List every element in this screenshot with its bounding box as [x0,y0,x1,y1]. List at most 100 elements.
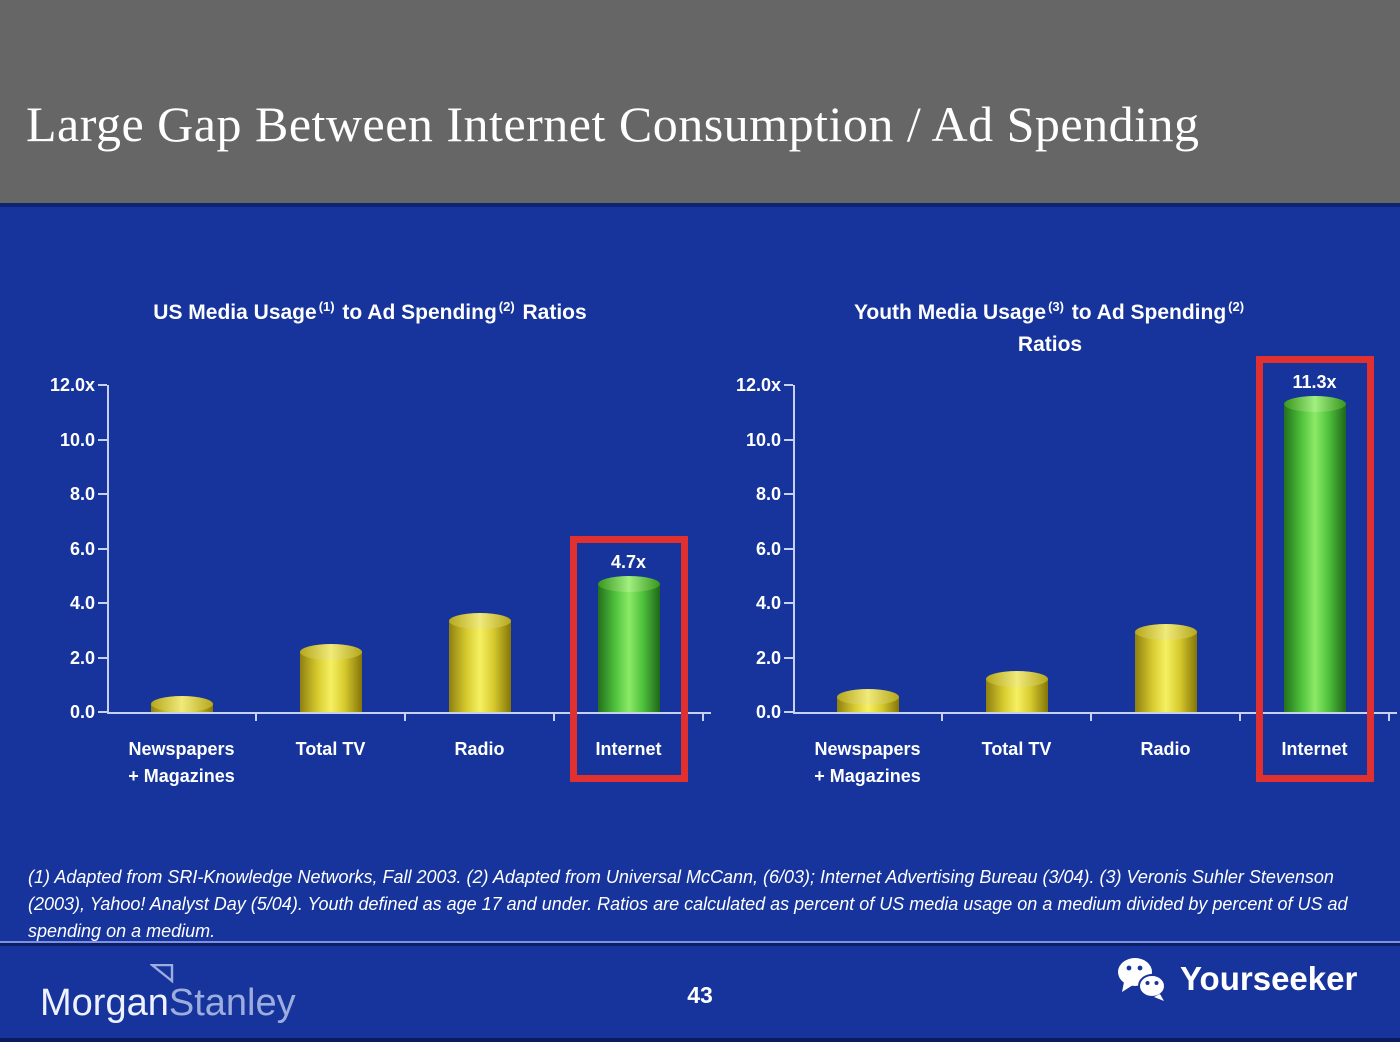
y-tick [98,656,107,659]
x-axis [107,712,711,714]
bar-top-cap [1283,396,1346,412]
y-tick [98,547,107,550]
y-tick [784,602,793,604]
footer-separator-shadow [0,943,1400,946]
page-number: 43 [687,982,713,1008]
yourseeker-logo: Yourseeker [1114,956,1357,1002]
category-label-line: Total TV [981,739,1052,759]
bar-radio [448,613,511,712]
category-label: Radio [1081,736,1251,763]
x-tick [255,714,257,721]
slide-title: Large Gap Between Internet Consumption /… [26,96,1200,152]
y-tick-label: 10.0 [745,429,781,450]
yourseeker-label: Yourseeker [1180,960,1358,997]
y-tick [98,384,107,386]
category-label-line: Newspapers [128,739,235,759]
bar-internet [1283,396,1346,712]
logo-stanley: Stanley [168,982,296,1024]
footnote-ref: (1) [318,299,335,314]
y-tick-label: 2.0 [755,647,781,668]
chart-title-youth-media: Youth Media Usage (3) to Ad Spending (2) R… [740,294,1360,358]
y-tick [98,438,107,441]
bar-radio [1134,624,1197,712]
y-tick-label: 8.0 [69,484,95,504]
x-axis [793,712,1397,714]
bar-top-cap [836,689,899,705]
bar-top-cap [597,576,660,592]
y-tick-label: 0.0 [69,702,95,722]
y-tick [784,384,793,386]
logo-morgan: Morgan [40,982,169,1024]
y-tick-label: 8.0 [755,484,781,504]
title-line2: Ratios [1017,333,1083,356]
bottom-edge [0,1038,1400,1042]
y-tick [98,602,107,604]
y-tick-label: 10.0 [59,429,95,450]
category-label-line: Total TV [295,739,366,759]
y-tick [784,547,793,550]
highlight-box [1255,356,1374,782]
x-tick [553,714,555,721]
bar-top-cap [985,671,1048,687]
x-tick [702,714,704,721]
y-tick [784,493,793,495]
morgan-stanley-logo: MorganStanley [40,982,296,1025]
footer-separator [0,941,1400,943]
category-label-line: + Magazines [814,766,921,786]
header-divider [0,203,1400,207]
bar-total-tv [985,671,1048,712]
category-label: Radio [395,736,565,763]
bar-internet [597,576,660,712]
y-tick-label: 12.0x [735,375,781,395]
title-segment: to Ad Spending [336,301,497,324]
footnote-ref: (2) [1228,299,1245,314]
header-band [0,0,1400,203]
y-tick-label: 6.0 [69,538,95,559]
y-axis [107,385,109,714]
bar-newspapers-magazines [836,689,899,712]
x-tick [404,714,406,721]
category-label: Internet [544,736,714,763]
category-label: Total TV [246,736,416,763]
footnote-ref: (3) [1048,299,1064,314]
title-segment: Youth Media Usage [853,301,1047,324]
y-tick-label: 6.0 [755,538,781,559]
y-tick-label: 12.0x [49,375,95,395]
title-segment: to Ad Spending [1065,301,1227,324]
y-tick [784,656,793,659]
bar-value-label: 4.7x [610,552,647,572]
y-tick-label: 4.0 [69,593,95,613]
category-label-line: Internet [595,739,662,759]
footnote: (1) Adapted from SRI-Knowledge Networks,… [28,867,1348,941]
title-segment: US Media Usage [153,301,317,324]
y-tick [98,711,107,713]
category-label: Newspapers + Magazines [97,736,267,790]
y-axis [793,385,795,714]
x-tick [1388,714,1390,721]
y-tick [98,493,107,495]
category-label: Internet [1230,736,1400,763]
category-label-line: Radio [454,739,505,759]
category-label-line: + Magazines [128,766,235,786]
bar-top-cap [448,613,511,629]
category-label: Newspapers + Magazines [783,736,953,790]
x-tick [1090,714,1092,721]
x-tick [1239,714,1241,721]
category-label: Total TV [932,736,1102,763]
y-tick-label: 4.0 [755,593,781,613]
bar-top-cap [150,696,213,712]
bar-newspapers-magazines [150,696,213,712]
title-segment: Ratios [516,301,587,324]
y-tick [784,711,793,713]
bar-top-cap [1134,624,1197,640]
chart-title-us-media: US Media Usage (1) to Ad Spending (2) Rati… [60,294,680,332]
y-tick [784,438,793,441]
wechat-icon [1118,958,1166,1001]
y-tick-label: 2.0 [69,647,95,668]
footnote-ref: (2) [498,299,515,314]
bar-top-cap [299,644,362,660]
bar-total-tv [299,644,362,712]
